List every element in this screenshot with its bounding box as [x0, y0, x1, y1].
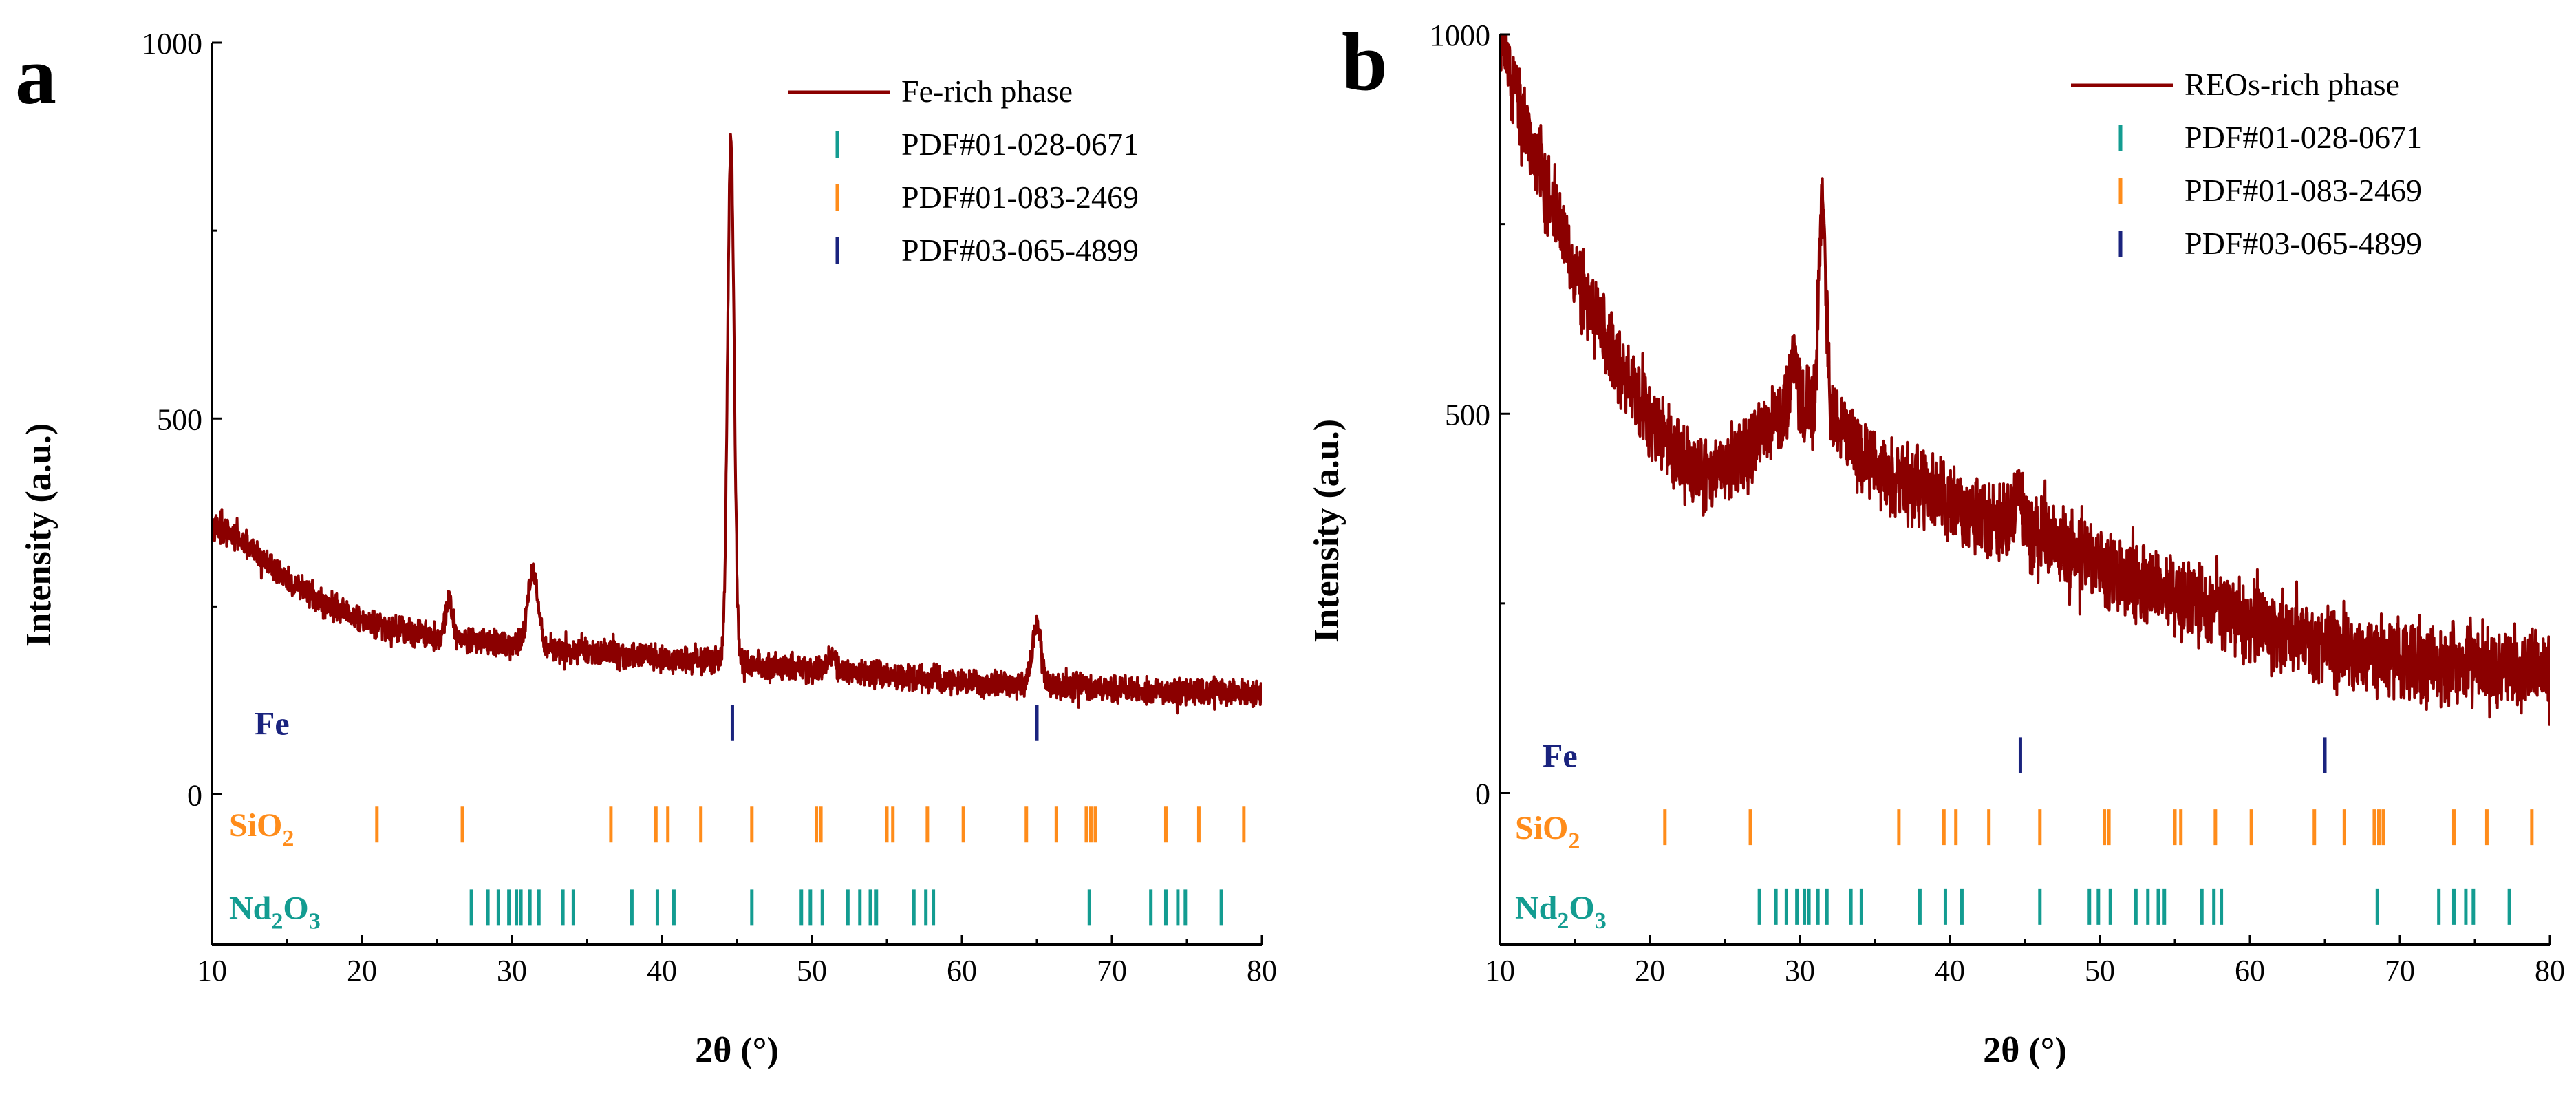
legend-entry-label: PDF#03-065-4899 — [901, 233, 1139, 268]
legend: REOs-rich phase PDF#01-028-0671 PDF#01-083… — [2071, 67, 2422, 261]
y-axis-title: Intensity (a.u.) — [1307, 419, 1346, 643]
x-tick-label: 40 — [1935, 954, 1965, 987]
x-tick-label: 80 — [1247, 954, 1277, 987]
panel-label: a — [15, 30, 56, 121]
x-axis-title: 2θ (°) — [695, 1031, 779, 1070]
legend: Fe-rich phase PDF#01-028-0671 PDF#01-083-2… — [788, 74, 1139, 268]
legend-entry-label: PDF#01-083-2469 — [901, 180, 1139, 215]
reference-label: Fe — [255, 706, 290, 742]
reference-pattern-fe: Fe — [1543, 737, 2327, 774]
x-tick-label: 60 — [947, 954, 977, 987]
y-axis-title: Intensity (a.u.) — [19, 423, 58, 647]
x-tick-label: 70 — [2385, 954, 2415, 987]
x-tick-label: 10 — [1485, 954, 1515, 987]
reference-pattern-sio: SiO2 — [1515, 809, 2534, 854]
series-line-Fe-rich phase — [212, 133, 1262, 715]
y-tick-label: 500 — [1445, 398, 1490, 431]
panel-label: b — [1342, 16, 1388, 107]
x-axis-title: 2θ (°) — [1983, 1031, 2067, 1070]
y-tick-label: 1000 — [142, 27, 202, 61]
legend-entry-label: Fe-rich phase — [901, 74, 1073, 109]
y-tick-label: 500 — [157, 403, 202, 436]
legend-entry-label: REOs-rich phase — [2185, 67, 2400, 102]
reference-pattern-sio: SiO2 — [229, 806, 1246, 851]
x-tick-label: 60 — [2235, 954, 2265, 987]
reference-label: Fe — [1543, 738, 1578, 774]
x-tick-label: 80 — [2535, 954, 2565, 987]
legend-entry-label: PDF#01-028-0671 — [2185, 120, 2422, 155]
reference-pattern-nd: Nd2O3 — [1515, 888, 2511, 934]
x-tick-label: 30 — [497, 954, 527, 987]
reference-label: Nd2O3 — [229, 890, 321, 934]
x-tick-label: 40 — [647, 954, 677, 987]
x-tick-label: 70 — [1097, 954, 1127, 987]
y-tick-label: 0 — [187, 779, 202, 813]
reference-label: SiO2 — [1515, 810, 1580, 854]
x-tick-label: 20 — [347, 954, 377, 987]
y-tick-label: 0 — [1475, 778, 1490, 811]
y-tick-label: 1000 — [1430, 19, 1490, 52]
reference-label: SiO2 — [229, 807, 294, 851]
x-tick-label: 50 — [797, 954, 827, 987]
x-tick-label: 50 — [2085, 954, 2115, 987]
legend-entry-label: PDF#03-065-4899 — [2185, 226, 2422, 261]
x-tick-label: 20 — [1635, 954, 1665, 987]
legend-entry-label: PDF#01-083-2469 — [2185, 173, 2422, 208]
series-line-REOs-rich phase — [1500, 34, 2550, 726]
reference-pattern-nd: Nd2O3 — [229, 889, 1223, 934]
reference-label: Nd2O3 — [1515, 890, 1607, 934]
legend-entry-label: PDF#01-028-0671 — [901, 127, 1139, 162]
x-tick-label: 30 — [1785, 954, 1815, 987]
x-tick-label: 10 — [197, 954, 227, 987]
reference-pattern-fe: Fe — [255, 705, 1039, 742]
